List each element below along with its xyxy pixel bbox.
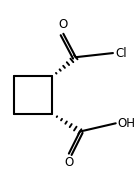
Text: O: O (64, 156, 74, 169)
Text: Cl: Cl (115, 46, 127, 60)
Text: OH: OH (118, 117, 136, 130)
Text: O: O (59, 18, 68, 31)
